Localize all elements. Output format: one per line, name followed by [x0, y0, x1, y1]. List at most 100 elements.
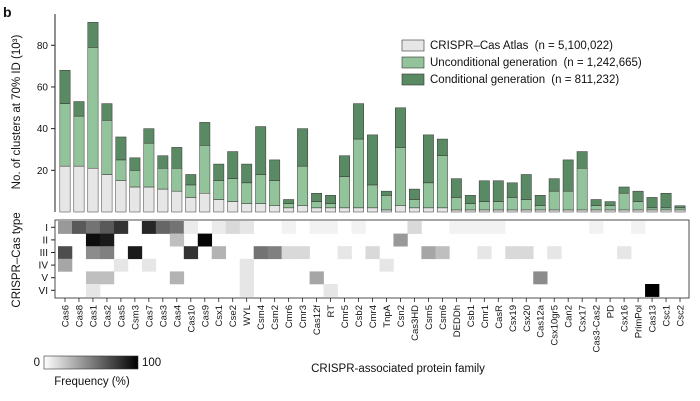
x-tick-label: Cas4	[172, 305, 183, 327]
heatmap-cell	[421, 246, 436, 260]
bar-segment-unconditional	[171, 167, 183, 192]
heatmap-cell	[617, 246, 632, 260]
bar-segment-atlas	[381, 209, 392, 213]
bar-segment-unconditional	[115, 159, 127, 181]
bar-segment-unconditional	[283, 203, 295, 209]
bar-segment-unconditional	[520, 199, 532, 211]
heatmap-cell	[141, 221, 157, 234]
bar-segment-conditional	[548, 178, 560, 192]
heatmap-cell	[449, 221, 464, 234]
bar-segment-conditional	[367, 134, 378, 186]
bar-segment-conditional	[129, 157, 141, 171]
bar-segment-atlas	[87, 167, 99, 213]
bar-segment-atlas	[450, 209, 462, 213]
bar-segment-conditional	[185, 174, 197, 186]
heatmap-cell	[393, 233, 408, 247]
bar-segment-unconditional	[409, 199, 420, 209]
heatmap-cell	[281, 221, 296, 234]
bar-segment-unconditional	[604, 205, 616, 211]
x-tick-label: Csn2	[396, 305, 407, 327]
bar-segment-unconditional	[325, 203, 336, 209]
bar-segment-atlas	[129, 186, 141, 213]
x-tick-label: Cmr4	[368, 305, 379, 328]
heatmap-cell	[85, 271, 101, 285]
bar-segment-unconditional	[478, 201, 490, 211]
heatmap-cell	[435, 246, 450, 260]
bar-segment-unconditional	[395, 147, 406, 206]
bar-segment-conditional	[395, 107, 406, 148]
bar-segment-unconditional	[492, 201, 504, 211]
x-tick-label: Csx17	[578, 305, 589, 332]
bar-segment-unconditional	[618, 192, 630, 211]
heatmap-cell	[407, 221, 422, 234]
bar-segment-atlas	[115, 180, 127, 213]
bar-segment-conditional	[269, 159, 281, 181]
heatmap-cell	[183, 246, 199, 260]
bar-segment-conditional	[171, 147, 183, 169]
x-tick-label: Csm6	[438, 305, 449, 330]
heatmap-cell	[211, 221, 227, 234]
x-tick-label: Cas8	[74, 305, 85, 327]
heatmap-row-title: CRISPR–Cas type	[11, 212, 23, 307]
bar-segment-conditional	[87, 22, 99, 48]
heatmap-cell	[127, 246, 143, 260]
x-tick-label: Cmr5	[340, 305, 351, 328]
x-tick-label: RT	[326, 305, 337, 318]
heatmap-cell	[239, 258, 254, 272]
heatmap-cell	[183, 221, 199, 234]
bar-segment-conditional	[590, 199, 602, 206]
heatmap-row-label: II	[42, 235, 48, 246]
x-tick-label: Csc2	[676, 305, 687, 327]
x-tick-label: Can2	[564, 305, 575, 328]
bar-segment-atlas	[339, 207, 350, 213]
bar-segment-conditional	[520, 174, 532, 200]
y-tick-label: 80	[37, 41, 49, 52]
y-tick-label: 60	[37, 82, 49, 93]
bar-segment-unconditional	[73, 115, 85, 167]
x-tick-label: Cse2	[228, 305, 239, 327]
heatmap-cell	[477, 246, 492, 260]
bar-segment-unconditional	[157, 167, 169, 190]
heatmap-cell	[99, 221, 115, 234]
x-tick-label: Csb1	[466, 305, 477, 327]
x-tick-label: Cas12f	[312, 305, 323, 335]
x-tick-label: PrimPol	[634, 305, 645, 338]
heatmap-cell	[505, 246, 520, 260]
bar-segment-atlas	[548, 209, 560, 213]
bar-segment-conditional	[213, 163, 225, 181]
bar-segment-atlas	[464, 209, 476, 213]
frequency-scale-bar	[43, 355, 139, 370]
bar-segment-atlas	[436, 207, 448, 213]
bar-segment-unconditional	[660, 207, 672, 211]
legend-label-conditional: Conditional generation (n = 811,232)	[430, 74, 619, 86]
bar-segment-unconditional	[241, 182, 253, 204]
bar-segment-conditional	[576, 151, 588, 169]
bar-segment-atlas	[73, 165, 85, 213]
x-tick-label: Cas2	[102, 305, 113, 327]
bar-segment-unconditional	[185, 184, 197, 198]
bar-segment-conditional	[492, 180, 504, 202]
bar-segment-conditional	[618, 186, 630, 194]
bar-segment-unconditional	[101, 120, 113, 175]
bar-segment-unconditional	[464, 203, 476, 211]
heatmap-cell	[85, 221, 101, 234]
heatmap-cell	[85, 233, 101, 247]
frequency-scale-label: Frequency (%)	[54, 376, 130, 388]
bar-segment-atlas	[618, 209, 630, 213]
bar-segment-unconditional	[143, 142, 155, 188]
bar-segment-conditional	[73, 101, 85, 117]
x-tick-label: Csm5	[424, 305, 435, 330]
bar-segment-atlas	[353, 207, 364, 213]
bar-segment-atlas	[101, 174, 113, 213]
bar-segment-atlas	[492, 209, 504, 213]
bar-segment-unconditional	[87, 47, 99, 169]
heatmap-cell	[197, 233, 213, 247]
heatmap-cell	[519, 246, 534, 260]
heatmap-cell	[533, 271, 548, 285]
bar-segment-conditional	[604, 201, 616, 206]
heatmap-cell	[113, 258, 129, 272]
x-axis-label: CRISPR-associated protein family	[311, 363, 485, 375]
heatmap-cells	[58, 221, 660, 297]
bar-segment-conditional	[436, 138, 448, 156]
bar-segment-conditional	[646, 197, 658, 209]
